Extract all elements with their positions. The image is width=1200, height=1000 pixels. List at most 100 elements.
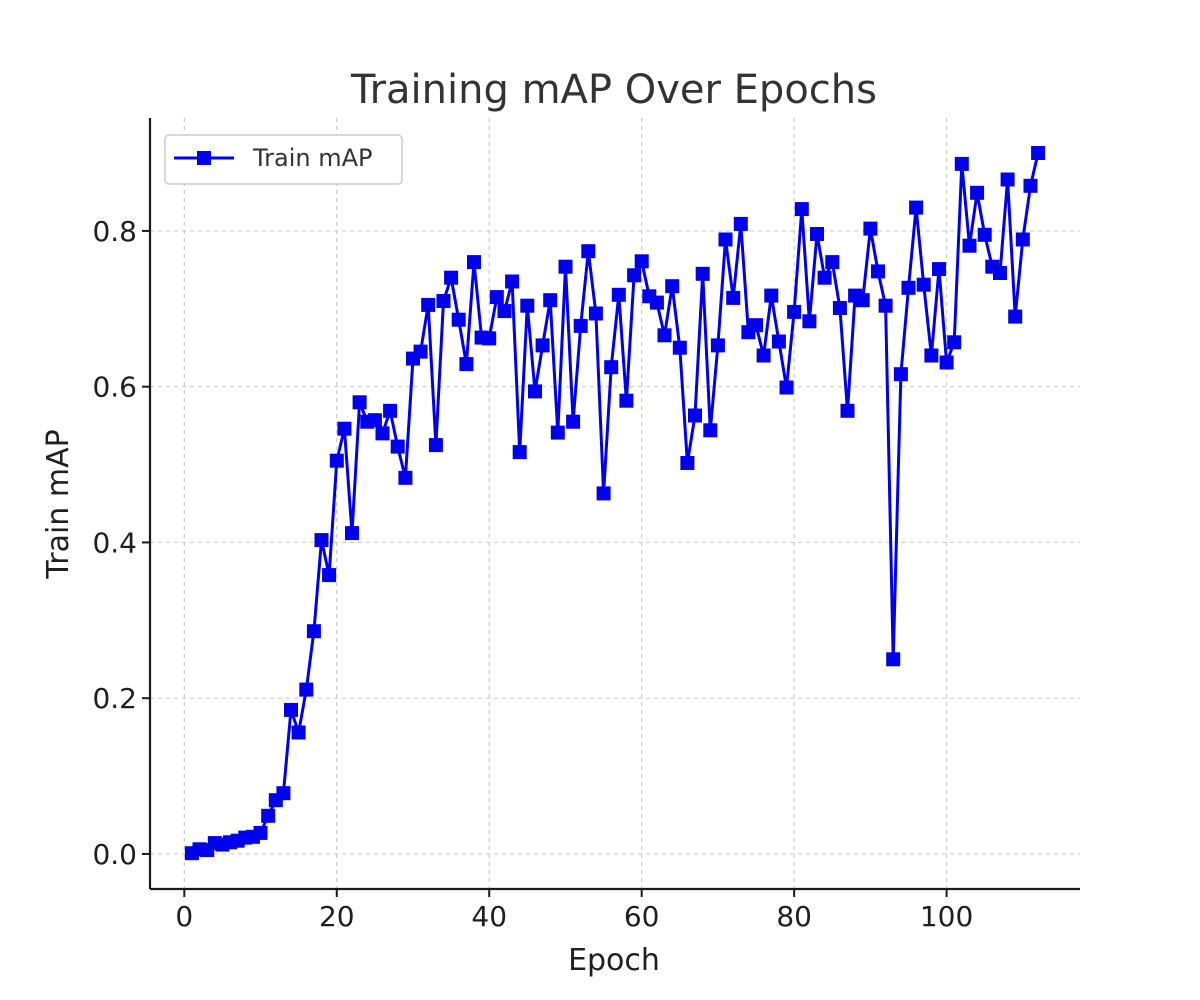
data-point-marker <box>863 221 878 236</box>
data-point-marker <box>710 338 725 353</box>
grid-layer <box>150 118 1080 889</box>
data-point-marker <box>322 568 337 583</box>
series-line <box>191 152 1040 855</box>
data-point-marker <box>1023 178 1038 193</box>
data-point-marker <box>261 808 276 823</box>
data-point-marker <box>1015 232 1030 247</box>
y-tick-label: 0.4 <box>92 526 137 559</box>
y-tick-label: 0.0 <box>92 838 137 871</box>
data-point-marker <box>695 266 710 281</box>
data-point-marker <box>588 306 603 321</box>
data-point-marker <box>932 262 946 277</box>
data-point-marker <box>962 238 977 253</box>
data-point-marker <box>329 453 344 468</box>
data-point-marker <box>688 408 702 423</box>
data-point-marker <box>954 156 969 171</box>
data-point-marker <box>977 227 992 242</box>
data-point-marker <box>512 445 527 460</box>
data-point-marker <box>451 312 466 327</box>
data-point-marker <box>947 335 962 350</box>
x-tick-label: 60 <box>624 900 660 933</box>
series-layer <box>184 146 1046 861</box>
data-point-marker <box>482 331 497 346</box>
data-point-marker <box>543 293 558 308</box>
data-point-marker <box>665 279 680 294</box>
x-tick-label: 40 <box>471 900 507 933</box>
data-point-marker <box>871 264 885 279</box>
data-point-marker <box>802 314 817 329</box>
x-tick-label: 20 <box>319 900 355 933</box>
data-point-marker <box>672 340 687 355</box>
data-point-marker <box>810 227 824 241</box>
data-point-marker <box>352 395 367 410</box>
data-point-marker <box>284 702 298 717</box>
data-point-marker <box>276 786 291 801</box>
data-point-marker <box>817 270 832 285</box>
data-point-marker <box>558 259 573 274</box>
data-point-marker <box>939 355 954 370</box>
data-point-marker <box>749 318 763 333</box>
data-point-marker <box>901 280 916 295</box>
x-tick-label: 100 <box>920 900 973 933</box>
data-point-marker <box>970 185 985 200</box>
data-point-marker <box>855 293 870 308</box>
data-point-marker <box>367 413 382 428</box>
data-point-marker <box>840 403 855 418</box>
data-point-marker <box>604 360 619 375</box>
data-point-marker <box>291 725 306 740</box>
legend-label: Train mAP <box>252 144 372 172</box>
data-point-marker <box>764 288 779 303</box>
legend: Train mAP <box>164 134 403 185</box>
data-point-marker <box>459 357 474 372</box>
data-point-marker <box>390 439 405 454</box>
data-point-marker <box>703 423 718 438</box>
data-point-marker <box>528 384 542 399</box>
data-point-marker <box>550 425 565 440</box>
axes-layer <box>148 118 1080 891</box>
data-point-marker <box>337 421 352 436</box>
data-point-marker <box>253 825 268 840</box>
data-point-marker <box>627 268 642 283</box>
data-point-marker <box>581 244 596 259</box>
data-point-marker <box>649 295 664 310</box>
data-point-marker <box>428 438 443 453</box>
data-point-marker <box>444 270 459 285</box>
data-point-marker <box>916 277 931 292</box>
x-tick-label: 0 <box>175 900 193 933</box>
data-point-marker <box>306 624 321 639</box>
data-point-marker <box>794 202 809 217</box>
data-point-marker <box>771 334 786 349</box>
data-point-marker <box>993 266 1007 280</box>
data-point-marker <box>345 526 359 541</box>
data-point-marker <box>634 254 649 269</box>
data-point-marker <box>421 297 436 312</box>
data-point-marker <box>886 652 901 667</box>
legend-square-marker <box>197 151 211 165</box>
y-tick-label: 0.2 <box>92 682 137 715</box>
x-tick-label: 80 <box>776 900 812 933</box>
data-point-marker <box>619 393 634 408</box>
data-point-marker <box>878 298 893 313</box>
data-point-marker <box>1008 309 1023 324</box>
data-point-marker <box>825 255 840 270</box>
y-axis-label: Train mAP <box>41 429 76 579</box>
data-point-marker <box>314 533 329 548</box>
data-point-marker <box>718 232 733 247</box>
data-point-marker <box>299 682 314 697</box>
data-point-marker <box>733 216 748 231</box>
data-point-marker <box>489 290 504 305</box>
legend-box <box>164 134 403 185</box>
chart-title: Training mAP Over Epochs <box>350 67 877 113</box>
data-point-marker <box>756 348 771 363</box>
data-point-marker <box>436 294 451 308</box>
y-tick-label: 0.8 <box>92 215 137 248</box>
data-point-marker <box>398 470 413 485</box>
data-point-marker <box>375 426 390 441</box>
data-point-marker <box>505 274 520 289</box>
data-point-marker <box>413 344 428 359</box>
data-point-marker <box>1031 146 1046 160</box>
data-point-marker <box>726 290 741 305</box>
x-axis-label: Epoch <box>568 943 660 978</box>
data-point-marker <box>893 367 908 382</box>
